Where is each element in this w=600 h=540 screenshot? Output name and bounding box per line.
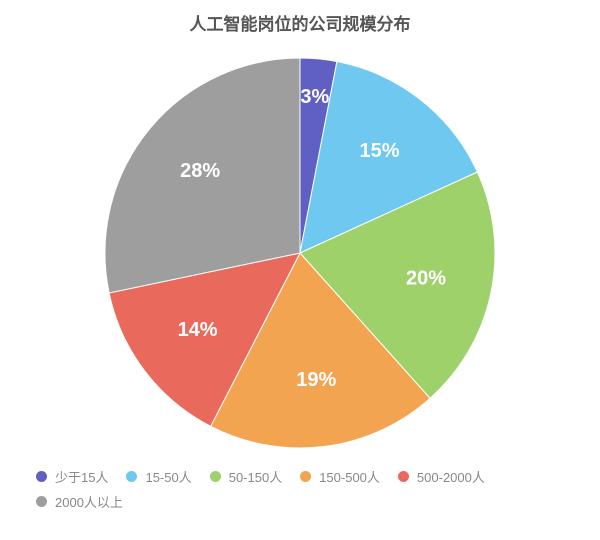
- legend: 少于15人 15-50人 50-150人 150-500人 500-2000人 2000人…: [0, 463, 600, 511]
- legend-item: 2000人以上: [36, 492, 123, 511]
- slice-percent-label: 28%: [180, 160, 220, 182]
- legend-swatch: [36, 496, 47, 507]
- legend-label: 15-50人: [145, 467, 191, 486]
- chart-title: 人工智能岗位的公司规模分布: [0, 0, 600, 35]
- legend-swatch: [210, 471, 221, 482]
- chart-container: 人工智能岗位的公司规模分布 3% 15% 20% 19% 14% 28% 少于15人 15-…: [0, 0, 600, 540]
- legend-item: 500-2000人: [398, 467, 485, 486]
- pie-chart-wrap: 3% 15% 20% 19% 14% 28%: [0, 43, 600, 463]
- legend-label: 50-150人: [229, 467, 282, 486]
- legend-label: 少于15人: [55, 467, 108, 486]
- slice-percent-label: 20%: [406, 268, 446, 290]
- legend-swatch: [300, 471, 311, 482]
- legend-item: 15-50人: [126, 467, 191, 486]
- legend-swatch: [126, 471, 137, 482]
- legend-swatch: [36, 471, 47, 482]
- slice-percent-label: 3%: [300, 86, 329, 108]
- legend-item: 150-500人: [300, 467, 380, 486]
- pie-chart: 3% 15% 20% 19% 14% 28%: [0, 43, 600, 463]
- legend-swatch: [398, 471, 409, 482]
- legend-item: 少于15人: [36, 467, 108, 486]
- legend-item: 50-150人: [210, 467, 282, 486]
- legend-label: 150-500人: [319, 467, 380, 486]
- slice-percent-label: 19%: [296, 369, 336, 391]
- legend-label: 500-2000人: [417, 467, 485, 486]
- slice-percent-label: 14%: [178, 319, 218, 341]
- slice-percent-label: 15%: [360, 140, 400, 162]
- legend-label: 2000人以上: [55, 492, 123, 511]
